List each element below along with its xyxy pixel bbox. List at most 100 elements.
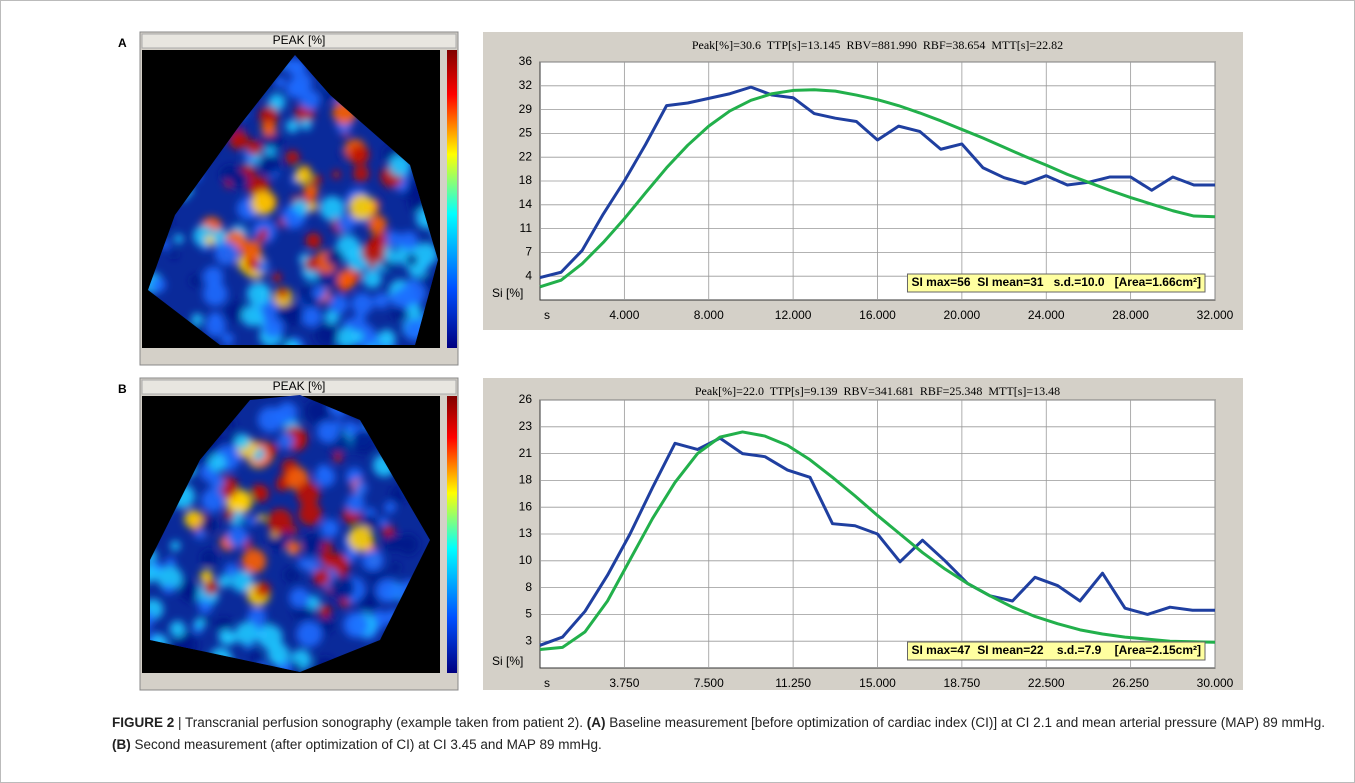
heatmap-blob — [230, 170, 249, 189]
heatmap-blob — [252, 485, 269, 502]
y-tick-label: 23 — [519, 419, 533, 433]
y-tick-label: 5 — [525, 607, 532, 621]
x-tick-label: 28.000 — [1112, 308, 1149, 322]
heatmap-blob — [362, 241, 385, 264]
x-tick-label: 26.250 — [1112, 676, 1149, 690]
heatmap-blob — [205, 316, 225, 336]
y-tick-label: 18 — [519, 473, 533, 487]
heatmap-blob — [376, 579, 400, 603]
heatmap-blob — [326, 249, 344, 267]
heatmap-blob — [251, 191, 275, 215]
heatmap-blob — [184, 510, 202, 528]
x-tick-label: 24.000 — [1028, 308, 1065, 322]
heatmap-blob — [204, 580, 219, 595]
heatmap-blob — [198, 600, 212, 614]
heatmap-blob — [203, 282, 227, 306]
heatmap-blob — [272, 273, 282, 283]
heatmap-blob — [287, 209, 299, 221]
heatmap-blob — [190, 275, 202, 287]
heatmap-blob — [263, 317, 284, 338]
heatmap-blob — [242, 549, 267, 574]
heatmap-blob — [290, 72, 312, 94]
heatmap-blob — [309, 240, 318, 249]
heatmap-blob — [286, 119, 299, 132]
y-tick-label: 25 — [519, 126, 533, 140]
heatmap-blob — [296, 482, 320, 506]
x-axis-label: s — [544, 308, 550, 322]
heatmap-blob — [261, 121, 276, 136]
heatmap-blob — [165, 557, 175, 567]
heatmap-blob — [245, 257, 258, 270]
heatmap-blob — [319, 551, 332, 564]
y-tick-label: 29 — [519, 102, 533, 116]
heatmap-blob — [378, 329, 396, 347]
y-tick-label: 26 — [519, 392, 533, 406]
heatmap-blob — [195, 529, 206, 540]
heatmap-blob — [319, 605, 332, 618]
heatmap-blob — [301, 307, 321, 327]
heatmap-blob — [247, 646, 255, 654]
heatmap-blob — [336, 215, 354, 233]
heatmap-blob — [381, 260, 391, 270]
heatmap-blob — [332, 170, 341, 179]
y-tick-label: 16 — [519, 499, 533, 513]
x-tick-label: 18.750 — [944, 676, 981, 690]
heatmap-blob — [267, 509, 292, 534]
heatmap-blob — [353, 165, 369, 181]
heatmap-blob — [225, 563, 238, 576]
y-tick-label: 7 — [525, 245, 532, 259]
heatmap-blob — [312, 175, 322, 185]
heatmap-blob — [349, 194, 375, 220]
heatmap-blob — [180, 581, 199, 600]
x-tick-label: 11.250 — [775, 676, 811, 690]
heatmap-blob — [312, 285, 327, 300]
caption-part: | Transcranial perfusion sonography (exa… — [174, 715, 586, 730]
y-tick-label: 22 — [519, 149, 533, 163]
heatmap-blob — [194, 618, 205, 629]
heatmap-blob — [277, 287, 289, 299]
heatmap-blob — [317, 421, 339, 443]
y-tick-label: 36 — [519, 54, 533, 68]
heatmap-blob — [318, 464, 329, 475]
heatmap-blob — [235, 434, 251, 450]
heatmap-blob — [351, 293, 373, 315]
heatmap-blob — [227, 526, 248, 547]
colorbar — [447, 50, 457, 348]
x-tick-label: 12.000 — [775, 308, 812, 322]
heatmap-blob — [285, 150, 299, 164]
heatmap-blob — [296, 621, 322, 647]
heatmap-blob — [257, 514, 265, 522]
y-tick-label: 13 — [519, 526, 533, 540]
heatmap-blob — [235, 622, 258, 645]
heatmap-blob — [379, 517, 388, 526]
heatmap-blob — [295, 167, 312, 184]
image-title: PEAK [%] — [273, 379, 326, 393]
x-tick-label: 4.000 — [609, 308, 639, 322]
heatmap-blob — [313, 569, 330, 586]
colorbar — [447, 396, 457, 673]
y-axis-label: Si [%] — [492, 286, 523, 300]
heatmap-blob — [170, 541, 180, 551]
heatmap-blob — [301, 119, 312, 130]
y-tick-label: 3 — [525, 633, 532, 647]
x-tick-label: 20.000 — [944, 308, 981, 322]
caption-part: (B) — [112, 737, 131, 752]
annotation: SI max=56 SI mean=31 s.d.=10.0 [Area=1.6… — [911, 275, 1201, 289]
x-tick-label: 16.000 — [859, 308, 896, 322]
heatmap-blob — [363, 269, 382, 288]
heatmap-blob — [298, 558, 309, 569]
caption: FIGURE 2 | Transcranial perfusion sonogr… — [112, 712, 1337, 756]
heatmap-blob — [330, 575, 355, 600]
heatmap-blob — [205, 236, 215, 246]
heatmap-blob — [266, 443, 277, 454]
y-tick-label: 8 — [525, 580, 532, 594]
heatmap-blob — [304, 256, 319, 271]
heatmap-blob — [329, 295, 348, 314]
heatmap-blob — [174, 234, 184, 244]
heatmap-blob — [208, 454, 226, 472]
x-tick-label: 22.500 — [1028, 676, 1065, 690]
heatmap-blob — [215, 241, 239, 265]
heatmap-blob — [286, 541, 300, 555]
heatmap-blob — [170, 251, 178, 259]
heatmap-blob — [191, 313, 203, 325]
